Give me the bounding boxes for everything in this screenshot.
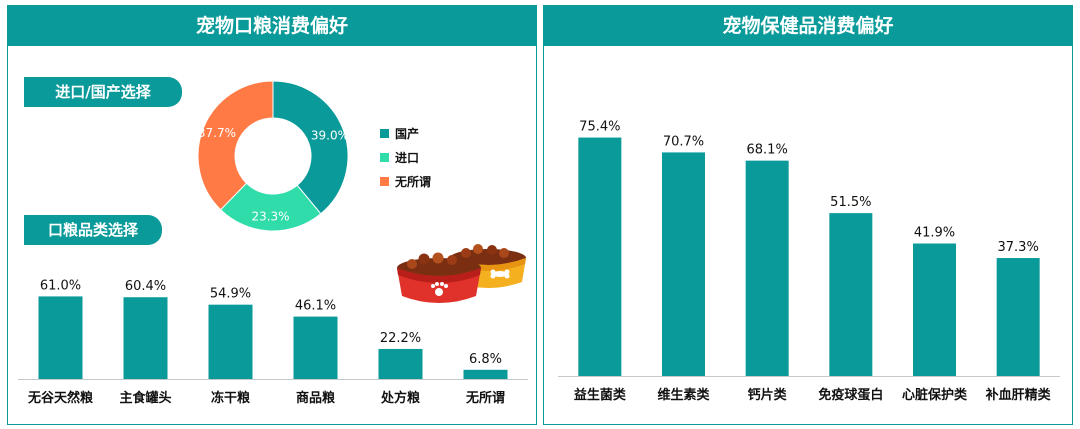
health-panel-title: 宠物保健品消费偏好 — [544, 6, 1072, 46]
legend-label-domestic: 国产 — [395, 126, 420, 141]
legend-label-indifferent: 无所谓 — [395, 174, 432, 189]
category-label-1: 维生素类 — [657, 387, 710, 403]
bar-4 — [378, 348, 423, 379]
bar-5 — [463, 369, 508, 379]
bar-2 — [208, 304, 253, 379]
bar-value-label-5: 37.3% — [998, 240, 1039, 255]
bar-5 — [996, 258, 1040, 376]
donut-slice-2 — [197, 80, 274, 211]
donut-slice-1 — [219, 182, 322, 232]
bar-value-label-5: 6.8% — [469, 352, 502, 367]
health-product-preference-panel: 宠物保健品消费偏好 75.4% 益生菌类 70.7% 维生素类 68.1% 钙片类 51.5… — [543, 5, 1073, 425]
donut-slice-label-1: 23.3% — [251, 209, 289, 223]
legend-swatch-domestic — [380, 128, 389, 138]
legend-swatch-indifferent — [380, 176, 389, 186]
bar-value-label-1: 60.4% — [125, 279, 166, 294]
bar-value-label-2: 68.1% — [747, 143, 788, 158]
category-label-2: 冻干粮 — [211, 390, 251, 406]
bar-1 — [662, 152, 705, 376]
bar-value-label-4: 41.9% — [914, 225, 955, 240]
category-choice-tag: 口粮品类选择 — [24, 215, 162, 245]
bar-4 — [913, 243, 956, 376]
food-preference-panel: 宠物口粮消费偏好 进口/国产选择 口粮品类选择 39.0% 23.3% 37.7% … — [7, 5, 537, 425]
bar-0 — [578, 137, 622, 376]
bar-1 — [123, 297, 168, 379]
donut-legend: 国产 进口 无所谓 — [380, 121, 431, 193]
category-label-3: 商品粮 — [296, 390, 336, 406]
category-label-1: 主食罐头 — [119, 390, 171, 406]
category-label-0: 无谷天然粮 — [27, 390, 94, 406]
bar-2 — [745, 160, 789, 376]
bar-value-label-3: 46.1% — [295, 299, 336, 314]
bar-value-label-0: 61.0% — [40, 278, 81, 293]
health-product-bar-chart: 75.4% 益生菌类 70.7% 维生素类 68.1% 钙片类 51.5% 免疫球蛋白 41.9… — [558, 120, 1060, 403]
bar-3 — [829, 213, 873, 376]
bar-value-label-0: 75.4% — [579, 120, 620, 135]
donut-slice-label-0: 39.0% — [311, 129, 349, 143]
origin-choice-tag: 进口/国产选择 — [24, 77, 182, 107]
bar-value-label-3: 51.5% — [830, 195, 871, 210]
donut-slice-0 — [272, 80, 349, 215]
category-label-0: 益生菌类 — [574, 387, 627, 403]
legend-item-indifferent: 无所谓 — [380, 169, 431, 193]
bar-value-label-2: 54.9% — [210, 287, 251, 302]
bar-0 — [38, 296, 83, 379]
category-label-5: 无所谓 — [465, 390, 505, 406]
food-category-bar-chart: 61.0% 无谷天然粮 60.4% 主食罐头 54.9% 冻干粮 46.1% 商品粮 22.2%… — [18, 278, 528, 406]
origin-donut-chart: 39.0% 23.3% 37.7% — [197, 80, 349, 232]
category-label-4: 处方粮 — [380, 390, 421, 406]
donut-slice-label-2: 37.7% — [198, 126, 236, 140]
legend-item-domestic: 国产 — [380, 121, 431, 145]
category-label-2: 钙片类 — [748, 387, 788, 403]
food-panel-title: 宠物口粮消费偏好 — [8, 6, 536, 46]
bar-value-label-1: 70.7% — [663, 134, 704, 149]
bar-3 — [293, 316, 338, 379]
bar-value-label-4: 22.2% — [380, 331, 421, 346]
category-label-4: 心脏保护类 — [902, 387, 968, 403]
pet-food-bowls-illustration — [397, 244, 526, 303]
category-label-3: 免疫球蛋白 — [818, 387, 883, 403]
legend-label-imported: 进口 — [395, 150, 420, 165]
category-label-5: 补血肝精类 — [985, 387, 1052, 403]
legend-item-imported: 进口 — [380, 145, 431, 169]
legend-swatch-imported — [380, 152, 389, 162]
